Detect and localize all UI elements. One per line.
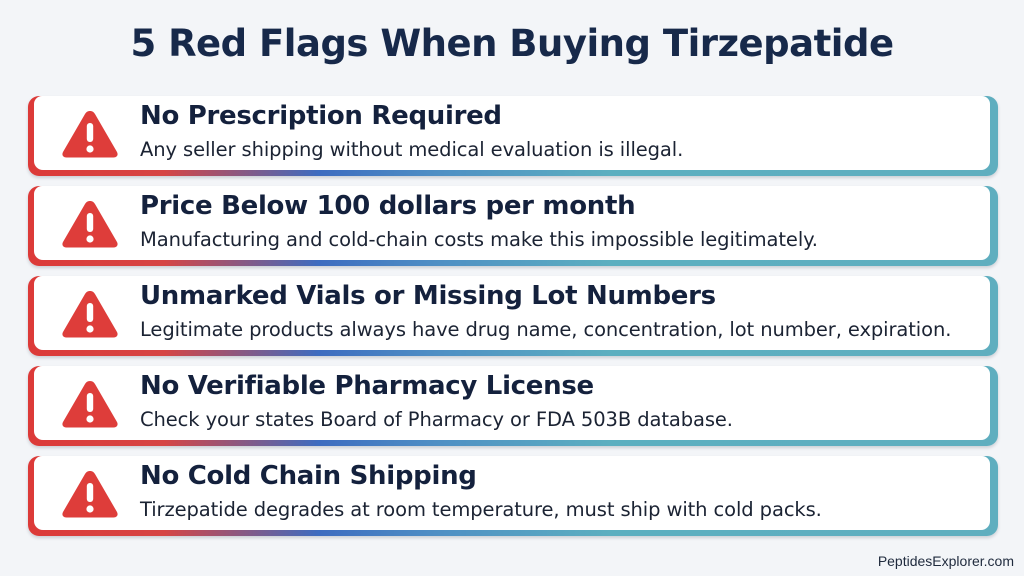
flag-description: Manufacturing and cold-chain costs make … [140,228,818,251]
flag-title: Price Below 100 dollars per month [140,191,636,221]
flag-description: Any seller shipping without medical eval… [140,138,684,161]
flag-description: Legitimate products always have drug nam… [140,318,952,341]
warning-triangle-icon [62,381,118,428]
flag-description: Check your states Board of Pharmacy or F… [140,408,733,431]
card-body: No Verifiable Pharmacy License Check you… [34,366,990,440]
flag-description: Tirzepatide degrades at room temperature… [140,498,822,521]
red-flag-card: No Verifiable Pharmacy License Check you… [28,366,998,446]
card-body: Price Below 100 dollars per month Manufa… [34,186,990,260]
red-flag-card: Unmarked Vials or Missing Lot Numbers Le… [28,276,998,356]
page-title: 5 Red Flags When Buying Tirzepatide [130,22,894,65]
card-body: Unmarked Vials or Missing Lot Numbers Le… [34,276,990,350]
warning-triangle-icon [62,111,118,158]
red-flag-card: Price Below 100 dollars per month Manufa… [28,186,998,266]
warning-triangle-icon [62,471,118,518]
footer-site-link[interactable]: PeptidesExplorer.com [877,553,1014,569]
flag-title: No Prescription Required [140,101,502,131]
red-flag-card: No Cold Chain Shipping Tirzepatide degra… [28,456,998,536]
flag-title: No Cold Chain Shipping [140,461,477,491]
red-flags-list: No Prescription Required Any seller ship… [28,96,998,546]
card-body: No Cold Chain Shipping Tirzepatide degra… [34,456,990,530]
warning-triangle-icon [62,291,118,338]
flag-title: Unmarked Vials or Missing Lot Numbers [140,281,716,311]
card-body: No Prescription Required Any seller ship… [34,96,990,170]
flag-title: No Verifiable Pharmacy License [140,371,594,401]
red-flag-card: No Prescription Required Any seller ship… [28,96,998,176]
warning-triangle-icon [62,201,118,248]
